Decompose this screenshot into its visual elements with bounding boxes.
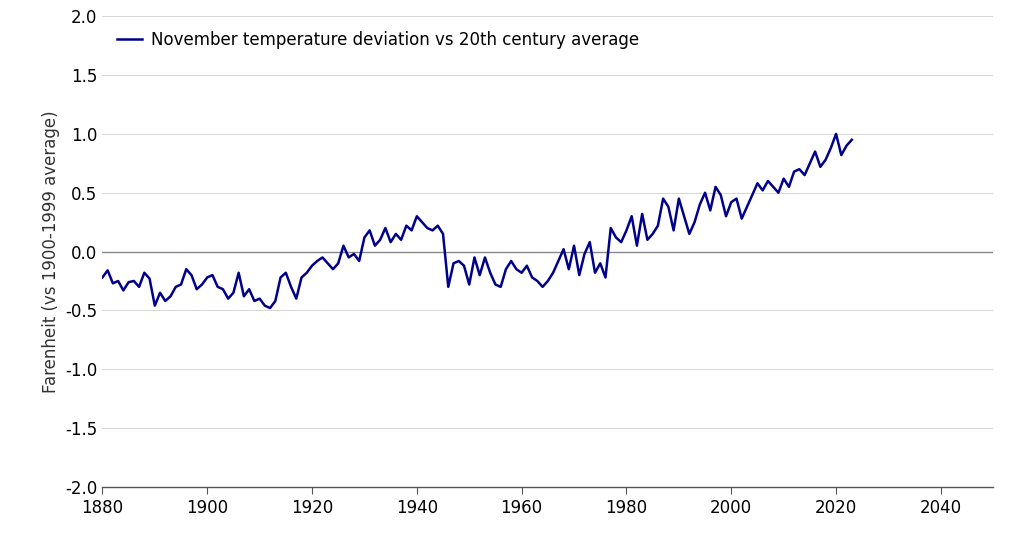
- Y-axis label: Farenheit (vs 1900-1999 average): Farenheit (vs 1900-1999 average): [42, 110, 59, 393]
- Line: November temperature deviation vs 20th century average: November temperature deviation vs 20th c…: [102, 134, 852, 308]
- November temperature deviation vs 20th century average: [846, 136, 858, 143]
- November temperature deviation vs 20th century average: [829, 130, 842, 137]
- November temperature deviation vs 20th century average: [636, 210, 648, 217]
- November temperature deviation vs 20th century average: [715, 192, 727, 199]
- November temperature deviation vs 20th century average: [264, 305, 276, 311]
- November temperature deviation vs 20th century average: [206, 272, 218, 278]
- November temperature deviation vs 20th century average: [96, 274, 109, 281]
- November temperature deviation vs 20th century average: [705, 207, 717, 214]
- Legend: November temperature deviation vs 20th century average: November temperature deviation vs 20th c…: [111, 24, 645, 56]
- November temperature deviation vs 20th century average: [332, 260, 344, 267]
- November temperature deviation vs 20th century average: [148, 302, 161, 309]
